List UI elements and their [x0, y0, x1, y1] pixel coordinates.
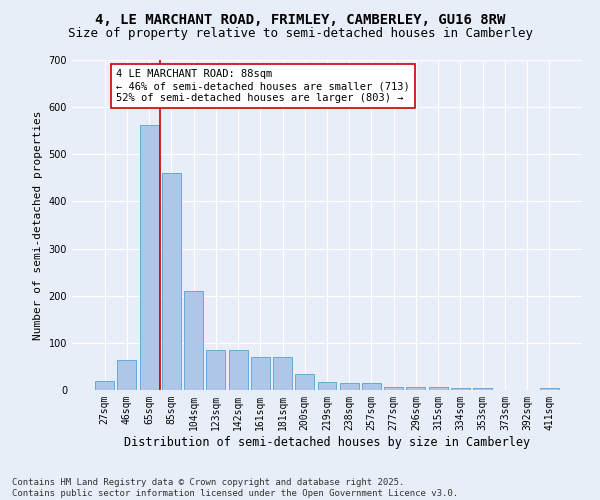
Bar — [118, 360, 136, 390]
Bar — [406, 386, 425, 390]
X-axis label: Distribution of semi-detached houses by size in Camberley: Distribution of semi-detached houses by … — [124, 436, 530, 448]
Bar — [473, 388, 492, 390]
Bar — [162, 173, 181, 390]
Bar — [362, 383, 381, 390]
Y-axis label: Number of semi-detached properties: Number of semi-detached properties — [33, 110, 43, 340]
Bar — [340, 383, 359, 390]
Bar — [273, 357, 292, 390]
Bar — [251, 357, 270, 390]
Bar — [206, 350, 225, 390]
Bar — [229, 350, 248, 390]
Bar — [540, 388, 559, 390]
Bar — [384, 386, 403, 390]
Text: Size of property relative to semi-detached houses in Camberley: Size of property relative to semi-detach… — [67, 28, 533, 40]
Bar — [140, 124, 158, 390]
Bar — [184, 291, 203, 390]
Bar — [295, 374, 314, 390]
Bar — [451, 388, 470, 390]
Bar — [429, 386, 448, 390]
Text: Contains HM Land Registry data © Crown copyright and database right 2025.
Contai: Contains HM Land Registry data © Crown c… — [12, 478, 458, 498]
Bar — [95, 380, 114, 390]
Bar — [317, 382, 337, 390]
Text: 4 LE MARCHANT ROAD: 88sqm
← 46% of semi-detached houses are smaller (713)
52% of: 4 LE MARCHANT ROAD: 88sqm ← 46% of semi-… — [116, 70, 410, 102]
Text: 4, LE MARCHANT ROAD, FRIMLEY, CAMBERLEY, GU16 8RW: 4, LE MARCHANT ROAD, FRIMLEY, CAMBERLEY,… — [95, 12, 505, 26]
